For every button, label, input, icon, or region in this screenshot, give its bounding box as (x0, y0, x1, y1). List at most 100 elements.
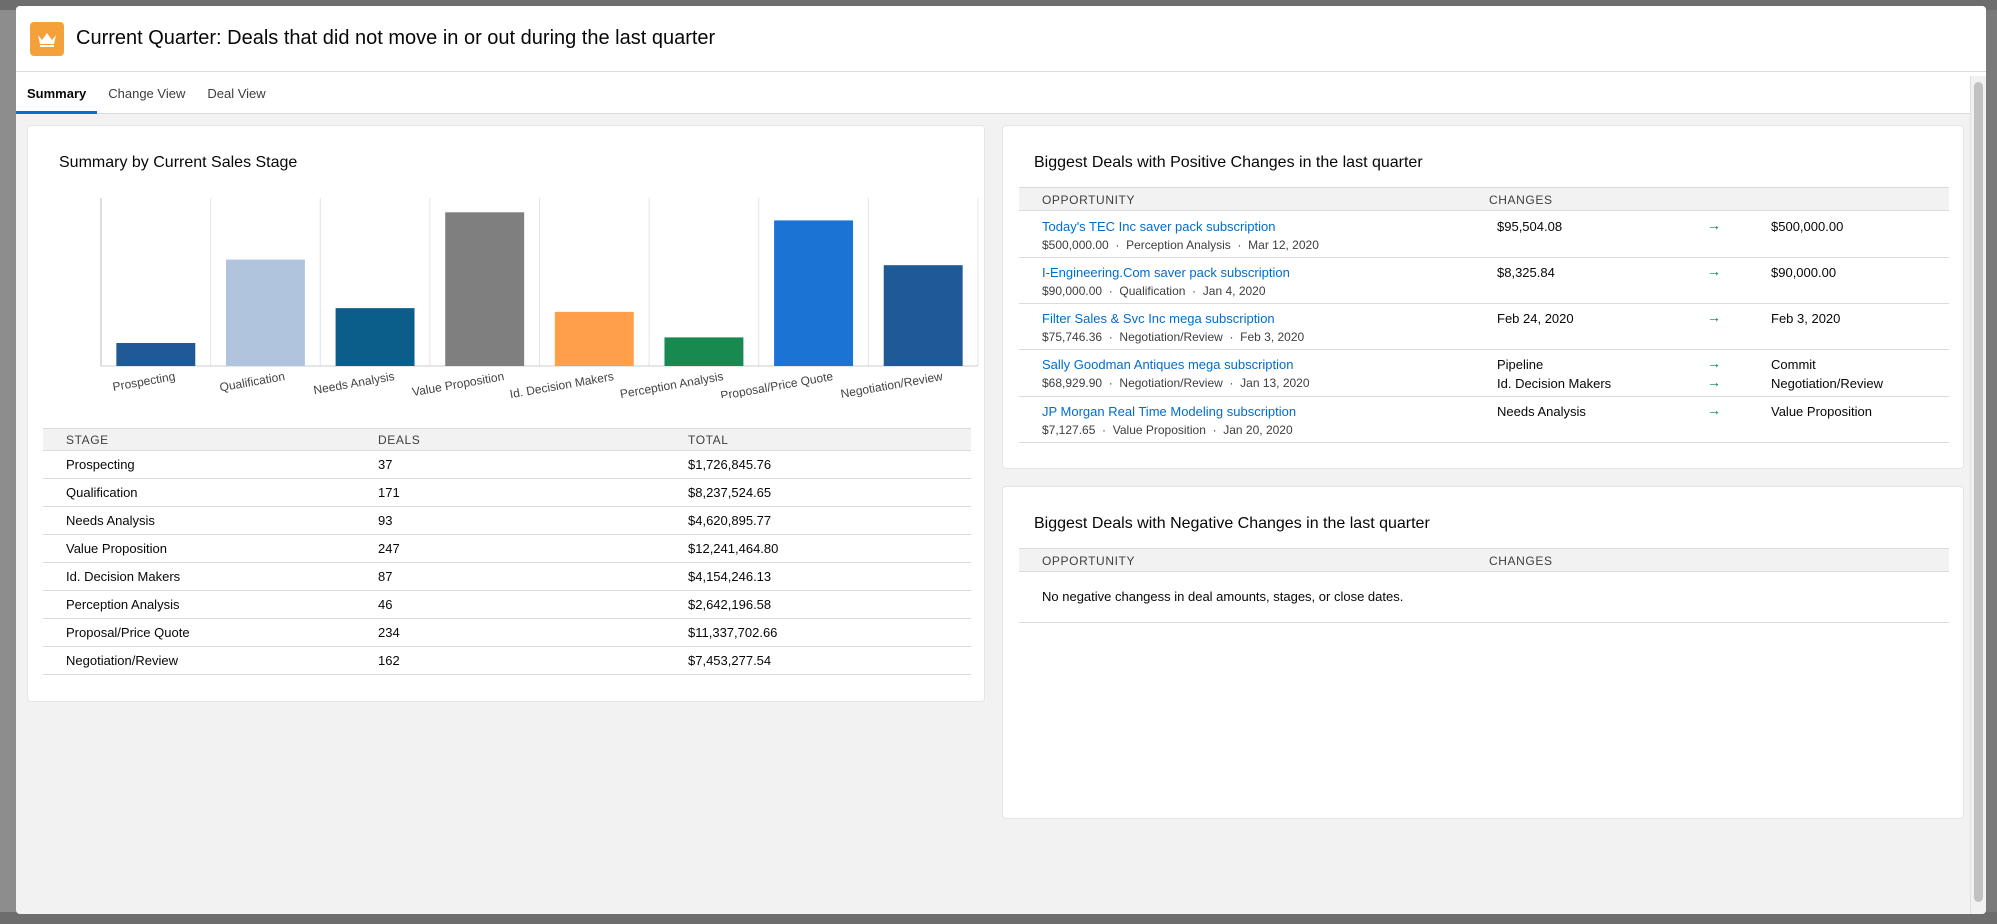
meta-separator: · (1095, 423, 1113, 437)
chart-tick-label: Perception Analysis (619, 369, 725, 398)
meta-separator: · (1108, 238, 1127, 252)
deal-row: I-Engineering.Com saver pack subscriptio… (1019, 258, 1949, 304)
table-row: Prospecting 37 $1,726,845.76 (43, 450, 971, 479)
change-to: Commit (1771, 357, 1816, 372)
opportunity-link[interactable]: JP Morgan Real Time Modeling subscriptio… (1042, 404, 1297, 419)
chart-bar-value-proposition[interactable] (445, 212, 525, 366)
cell-total: $1,726,845.76 (665, 450, 971, 479)
opportunity-close-date: Feb 3, 2020 (1240, 330, 1305, 344)
chart-bar-proposal-price-quote[interactable] (774, 220, 854, 366)
chart-tick-label: Negotiation/Review (839, 369, 944, 398)
crown-icon (30, 21, 64, 56)
cell-stage: Negotiation/Review (43, 646, 355, 675)
chart-tick-label: Id. Decision Makers (509, 369, 615, 398)
deal-row: Today's TEC Inc saver pack subscription $… (1019, 212, 1949, 258)
change-from: Needs Analysis (1497, 404, 1586, 419)
cell-total: $2,642,196.58 (665, 590, 971, 619)
opportunity-meta: $500,000.00 · Perception Analysis · Mar … (1042, 238, 1319, 252)
background-app-top (0, 0, 1997, 10)
tab-deal-view[interactable]: Deal View (207, 86, 266, 101)
opportunity-stage: Perception Analysis (1126, 238, 1231, 252)
tab-summary[interactable]: Summary (16, 71, 98, 114)
change-from: Id. Decision Makers (1497, 376, 1612, 391)
stage-table-header: STAGE DEALS TOTAL (43, 428, 971, 451)
meta-separator: · (1102, 376, 1120, 390)
opportunity-amount: $500,000.00 (1042, 238, 1109, 252)
tab-change-view[interactable]: Change View (108, 86, 186, 101)
cell-deals: 247 (355, 534, 665, 563)
cell-deals: 87 (355, 562, 665, 591)
cell-deals: 171 (355, 478, 665, 507)
opportunity-stage: Value Proposition (1112, 423, 1206, 437)
table-row: Perception Analysis 46 $2,642,196.58 (43, 590, 971, 619)
chart-bar-negotiation-review[interactable] (883, 265, 963, 366)
cell-total: $4,154,246.13 (665, 562, 971, 591)
cell-deals: 37 (355, 450, 665, 479)
opportunity-close-date: Mar 12, 2020 (1248, 238, 1319, 252)
chart-tick-label: Qualification (218, 369, 285, 394)
col-changes: CHANGES (1489, 554, 1553, 568)
deal-row: JP Morgan Real Time Modeling subscriptio… (1019, 397, 1949, 443)
negative-empty-message: No negative changess in deal amounts, st… (1042, 589, 1404, 604)
opportunity-meta: $7,127.65 · Value Proposition · Jan 20, … (1042, 423, 1293, 437)
cell-stage: Qualification (43, 478, 355, 507)
chart-bar-qualification[interactable] (225, 259, 305, 366)
opportunity-close-date: Jan 20, 2020 (1223, 423, 1293, 437)
col-changes: CHANGES (1489, 193, 1553, 207)
chart-bar-id-decision-makers[interactable] (554, 311, 634, 366)
cell-deals: 162 (355, 646, 665, 675)
summary-title: Summary by Current Sales Stage (59, 154, 298, 171)
opportunity-amount: $75,746.36 (1042, 330, 1103, 344)
change-to: $500,000.00 (1771, 219, 1844, 234)
change-from: $8,325.84 (1497, 265, 1555, 280)
opportunity-link[interactable]: I-Engineering.Com saver pack subscriptio… (1042, 265, 1290, 280)
cell-stage: Perception Analysis (43, 590, 355, 619)
opportunity-stage: Negotiation/Review (1119, 330, 1223, 344)
opportunity-link[interactable]: Filter Sales & Svc Inc mega subscription (1042, 311, 1275, 326)
opportunity-link[interactable]: Today's TEC Inc saver pack subscription (1042, 219, 1276, 234)
meta-separator: · (1230, 238, 1249, 252)
meta-separator: · (1205, 423, 1224, 437)
change-from: Pipeline (1497, 357, 1544, 372)
opportunity-close-date: Jan 4, 2020 (1202, 284, 1266, 298)
arrow-right-icon: → (1707, 217, 1721, 233)
cell-stage: Value Proposition (43, 534, 355, 563)
cell-total: $11,337,702.66 (665, 618, 971, 647)
col-opportunity: OPPORTUNITY (1042, 554, 1136, 568)
opportunity-close-date: Jan 13, 2020 (1240, 376, 1310, 390)
cell-total: $4,620,895.77 (665, 506, 971, 535)
scrollbar-thumb[interactable] (1974, 82, 1983, 902)
chart-bar-prospecting[interactable] (116, 342, 196, 366)
chart-bar-needs-analysis[interactable] (335, 308, 415, 366)
col-opportunity: OPPORTUNITY (1042, 193, 1136, 207)
positive-changes-card: Biggest Deals with Positive Changes in t… (1002, 125, 1964, 469)
summary-card: Summary by Current Sales Stage Prospecti… (27, 125, 985, 702)
opportunity-stage: Negotiation/Review (1119, 376, 1223, 390)
meta-separator: · (1102, 284, 1120, 298)
background-app-strip (0, 0, 20, 924)
meta-separator: · (1222, 330, 1241, 344)
chart-tick-label: Needs Analysis (312, 369, 395, 397)
opportunity-link[interactable]: Sally Goodman Antiques mega subscription (1042, 357, 1294, 372)
negative-table-header: OPPORTUNITY CHANGES (1019, 548, 1949, 572)
col-deals: DEALS (355, 428, 665, 451)
positive-table-header: OPPORTUNITY CHANGES (1019, 187, 1949, 211)
positive-title: Biggest Deals with Positive Changes in t… (1034, 154, 1423, 171)
opportunity-amount: $7,127.65 (1042, 423, 1096, 437)
cell-deals: 46 (355, 590, 665, 619)
arrow-right-icon: → (1707, 402, 1721, 418)
chart-bar-perception-analysis[interactable] (664, 337, 744, 366)
col-total: TOTAL (665, 428, 971, 451)
negative-divider (1019, 622, 1949, 623)
chart-tick-label: Value Proposition (411, 369, 505, 398)
modal-header: Current Quarter: Deals that did not move… (16, 6, 1986, 72)
change-to: Value Proposition (1771, 404, 1872, 419)
cell-total: $12,241,464.80 (665, 534, 971, 563)
modal-scrollbar[interactable] (1970, 76, 1986, 914)
cell-total: $7,453,277.54 (665, 646, 971, 675)
table-row: Qualification 171 $8,237,524.65 (43, 478, 971, 507)
chart-tick-label: Prospecting (111, 369, 176, 394)
change-to: Feb 3, 2020 (1771, 311, 1841, 326)
tab-bar: Summary Change View Deal View (16, 72, 1986, 114)
deal-row: Sally Goodman Antiques mega subscription… (1019, 350, 1949, 397)
